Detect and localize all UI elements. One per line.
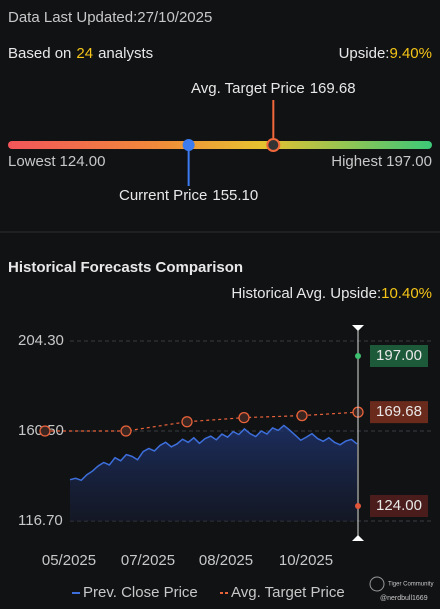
cursor-bottom	[352, 535, 364, 541]
y-tick-label: 116.70	[18, 512, 63, 529]
close-line	[69, 424, 358, 482]
target-end-label: 169.68	[376, 403, 422, 420]
high-dot	[355, 353, 361, 359]
x-tick-label: 07/2025	[121, 552, 175, 569]
low-dot	[355, 503, 361, 509]
target-point	[296, 409, 308, 422]
legend-label: Avg. Target Price	[231, 584, 345, 601]
current-text: Current Price 155.10	[119, 187, 258, 204]
target-marker	[266, 138, 281, 152]
target-end-box	[370, 401, 428, 424]
updated: Data Last Updated:27/10/2025	[8, 9, 212, 26]
target-label: Avg. Target Price	[191, 80, 305, 97]
x-tick-label: 05/2025	[42, 552, 96, 569]
upside-label: Upside:	[339, 45, 390, 62]
highest-label: Highest	[331, 153, 383, 170]
high-label: 197.00	[376, 347, 422, 364]
based-prefix: Based on	[8, 45, 71, 62]
current-label: Current Price	[119, 187, 207, 204]
target-text: Avg. Target Price 169.68	[191, 80, 356, 97]
analyst-count: 24	[76, 45, 93, 62]
target-value: 169.68	[310, 80, 356, 97]
chart-title: Historical Forecasts Comparison	[8, 259, 243, 276]
high-box	[370, 345, 428, 367]
target-point	[181, 416, 193, 428]
lowest-value: 124.00	[60, 153, 106, 170]
watermark-icon	[369, 576, 385, 592]
based-suffix: analysts	[98, 45, 153, 62]
x-tick-label: 08/2025	[199, 552, 253, 569]
analysts: Based on 24 analysts	[8, 45, 153, 62]
target-point	[39, 425, 51, 437]
watermark: Tiger Community @nerdbull1669	[369, 576, 433, 602]
target-line	[45, 411, 359, 432]
current-marker	[182, 139, 195, 151]
user: @nerdbull1669	[380, 595, 428, 602]
chart-subtitle: Historical Avg. Upside:10.40%	[231, 285, 432, 302]
subtitle-label: Historical Avg. Upside:	[231, 285, 381, 302]
low-box	[370, 495, 428, 517]
current-value: 155.10	[212, 187, 258, 204]
lowest-label: Lowest	[8, 153, 56, 170]
upside: Upside:9.40%	[339, 45, 432, 62]
low-label: 124.00	[376, 497, 422, 514]
upside-value: 9.40%	[389, 45, 432, 62]
range-bar	[8, 141, 432, 149]
chart: 204.30160.50116.7005/202507/202508/20251…	[18, 325, 432, 601]
target-point	[120, 425, 132, 437]
close-area	[70, 425, 357, 521]
legend-label: Prev. Close Price	[83, 584, 198, 601]
x-tick-label: 10/2025	[279, 552, 333, 569]
highest-value: 197.00	[386, 153, 432, 170]
subtitle-value: 10.40%	[381, 285, 432, 302]
cursor-top	[352, 325, 364, 331]
brand: Tiger Community	[388, 582, 433, 588]
lowest: Lowest 124.00	[8, 153, 105, 170]
y-tick-label: 204.30	[18, 332, 64, 349]
highest: Highest 197.00	[331, 153, 432, 170]
target-point	[238, 411, 250, 424]
